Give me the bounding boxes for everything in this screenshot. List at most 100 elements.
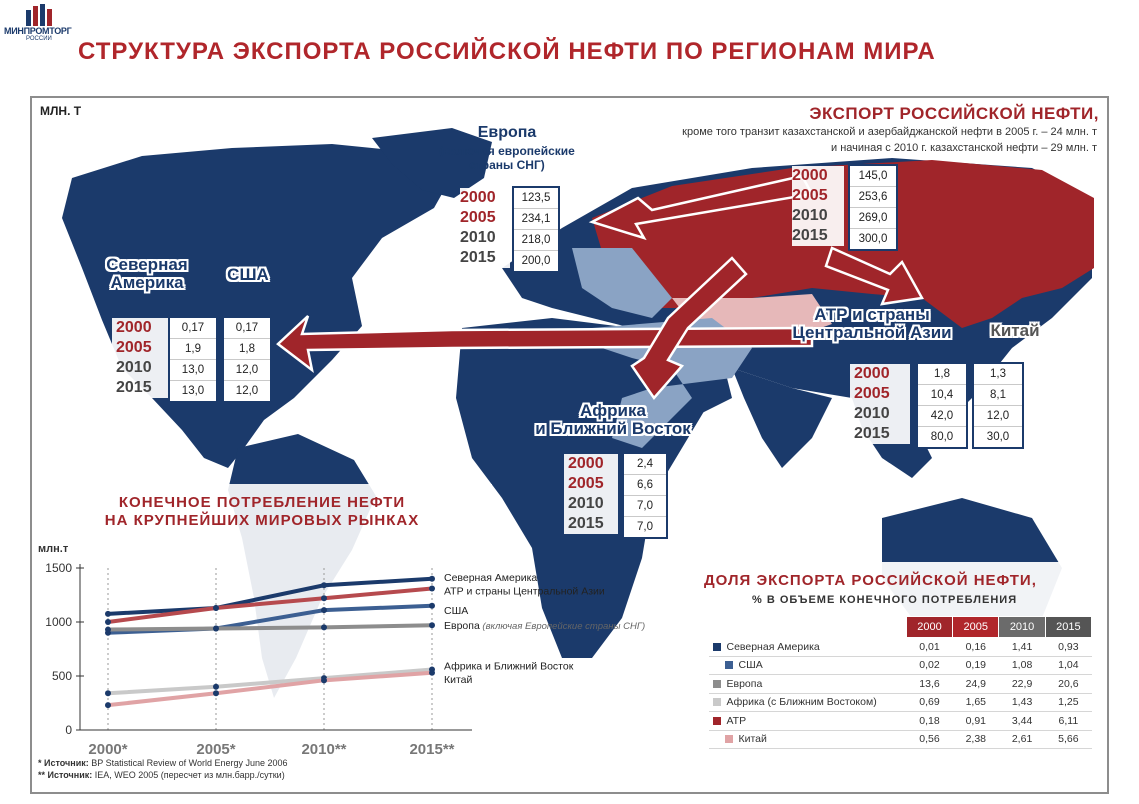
x-tick-label: 2005* [196,741,235,758]
share-header-2010: 2010 [998,616,1046,638]
data-point [213,604,219,611]
value-cell: 42,0 [918,406,966,427]
export-years: 2000 2005 2010 2015 [792,166,844,246]
middle-east-light-shape [592,318,752,448]
value-cell: 218,0 [514,230,558,251]
series-line [107,670,433,708]
year-label: 2015 [854,425,890,442]
export-note-1: кроме того транзит казахстанской и азерб… [682,126,1097,138]
europe-light-shape [572,248,672,318]
value-cell: 253,6 [850,187,896,208]
year-label: 2015 [116,379,152,396]
data-point [429,602,435,609]
data-point [321,624,327,631]
share-row: Европа 13,6 24,9 22,9 20,6 [708,674,1092,694]
value-cell: 13,0 [181,385,205,397]
europe-years: 2000 2005 2010 2015 [460,188,510,268]
legend-square-icon [712,642,721,651]
source-2: ** Источник: IEA, WEO 2005 (пересчет из … [38,770,285,781]
share-row-text: США [738,659,763,672]
data-point [213,690,219,697]
share-cell: 2,38 [952,730,999,749]
share-cell: 2,61 [998,730,1046,749]
africa-line-1: Африка [580,401,646,420]
series-line [107,667,433,696]
south-asia-shape [732,368,832,468]
share-cell: 0,69 [906,693,953,712]
year-label: 2015 [792,227,828,244]
source-1-label: * Источник: [38,758,89,768]
africa-line-2: и Ближний Восток [535,419,691,438]
series-line [107,576,433,616]
value-cell: 300,0 [858,233,888,245]
value-cell: 0,17 [224,318,270,339]
arrow-to-europe [588,174,814,241]
north-america-title: Северная Америка [92,256,202,292]
share-cell: 1,04 [1045,656,1092,675]
share-row-label: Северная Америка [708,637,907,657]
value-cell: 12,0 [235,385,259,397]
value-cell: 7,0 [637,521,653,533]
share-row: США 0,02 0,19 1,08 1,04 [708,656,1092,675]
apr-years: 2000 2005 2010 2015 [850,364,910,444]
share-row: Африка (с Ближним Востоком) 0,69 1,65 1,43 1… [708,693,1092,712]
share-row: Северная Америка 0,01 0,16 1,41 0,93 [708,637,1092,657]
logo-sub: РОССИИ [26,36,52,42]
value-cell: 6,6 [624,475,666,496]
share-row-label: Китай [708,730,907,749]
data-point [321,595,327,602]
share-cell: 1,08 [998,656,1046,675]
share-row-text: Китай [738,733,767,746]
apr-line-1: АТР и страны [814,305,930,324]
year-label: 2000 [854,365,890,382]
year-label: 2000 [792,167,828,184]
share-row-text: Европа [726,677,763,690]
europe-sub-1: (включая европейские [439,144,575,158]
consumption-title-line-1: КОНЕЧНОЕ ПОТРЕБЛЕНИЕ НЕФТИ [118,494,406,511]
value-cell: 200,0 [521,255,551,267]
year-label: 2010 [792,207,828,224]
value-cell: 10,4 [918,385,966,406]
series-note: (включая Европейские страны СНГ) [480,621,645,632]
share-row-text: Африка (с Ближним Востоком) [726,696,877,709]
data-point [213,683,219,690]
series-label: Европа (включая Европейские страны СНГ) [444,620,645,632]
share-header-2000: 2000 [905,616,954,638]
share-cell: 5,66 [1045,730,1092,749]
x-tick-label: 2010** [301,741,346,758]
share-row-label: США [708,656,907,675]
series-label: АТР и страны Центральной Азии [444,586,605,598]
share-cell: 20,6 [1045,674,1092,694]
share-header-blank [708,616,907,638]
series-label: Африка и Ближний Восток [444,661,574,673]
share-cell: 0,93 [1045,637,1092,657]
north-america-line-1: Северная [106,255,188,274]
y-tick-label: 500 [52,669,72,683]
logo-name: МИНПРОМТОРГ [4,26,72,36]
year-label: 2015 [568,515,604,532]
x-tick-label: 2015** [409,741,454,758]
ministry-logo: МИНПРОМТОРГ РОССИИ [4,4,74,44]
share-row-text: Северная Америка [726,640,820,653]
data-point [105,690,111,697]
value-cell: 13,0 [170,360,216,381]
consumption-line-chart: млн.т 2000* 2005* 2010** 2015** 0 500 1000 1500 С… [38,543,645,758]
share-subtitle: % В ОБЪЕМЕ КОНЕЧНОГО ПОТРЕБЛЕНИЯ [752,594,1018,606]
value-cell: 1,9 [170,339,216,360]
y-tick-label: 1000 [45,615,72,629]
greenland-shape [372,128,492,198]
value-cell: 269,0 [850,208,896,229]
north-america-values-box: 0,17 1,9 13,0 13,0 [168,316,218,403]
x-tick-label: 2000* [88,741,127,758]
year-label: 2015 [460,249,496,266]
export-values-box: 145,0 253,6 269,0 300,0 [848,164,898,251]
share-cell: 6,11 [1045,711,1092,731]
legend-square-icon [712,679,721,688]
share-cell: 22,9 [998,674,1046,694]
page-title: СТРУКТУРА ЭКСПОРТА РОССИЙСКОЙ НЕФТИ ПО Р… [78,38,936,65]
africa-years: 2000 2005 2010 2015 [564,454,618,534]
share-cell: 3,44 [998,711,1046,731]
infographic-frame: МЛН. Т ЭКСПОРТ РОССИЙСКОЙ НЕФТИ, кроме т… [30,96,1109,794]
data-point [321,677,327,684]
europe-sub-2: страны СНГ) [469,158,545,172]
